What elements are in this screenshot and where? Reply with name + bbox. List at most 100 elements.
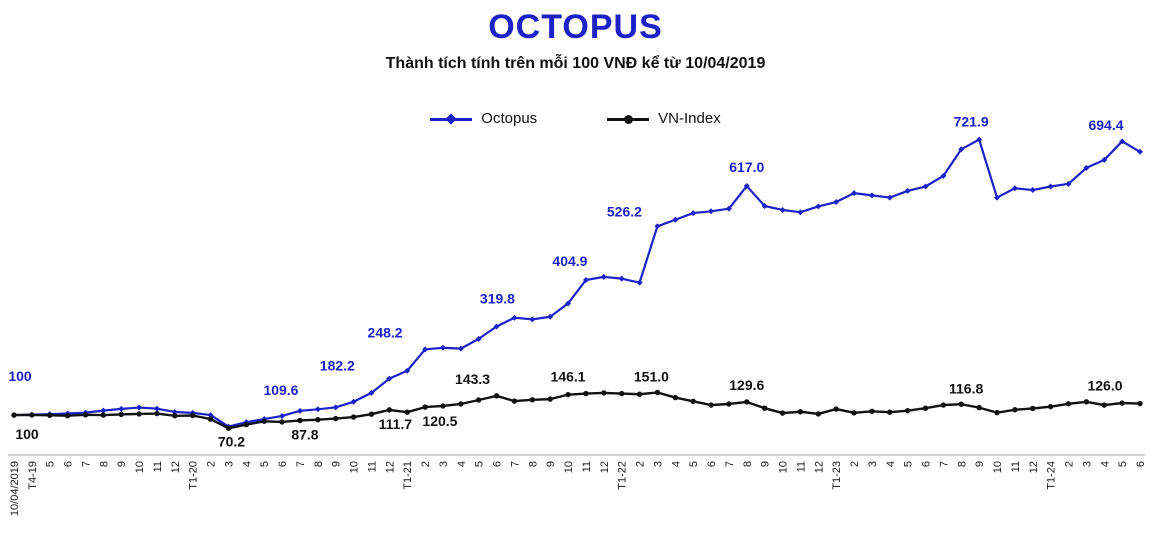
octopus-point-marker [100, 407, 107, 414]
x-tick-label: 9 [760, 461, 772, 467]
x-tick-label: 3 [867, 461, 879, 467]
x-tick-label: 6 [277, 461, 289, 467]
x-tick-label: 9 [974, 461, 986, 467]
vnindex-point-marker [833, 406, 839, 412]
octopus-point-marker [1029, 187, 1036, 194]
vnindex-point-marker [726, 401, 732, 407]
vnindex-point-marker [422, 404, 428, 410]
x-tick-label: 11 [795, 461, 807, 472]
vnindex-point-marker [744, 399, 750, 405]
data-label-octopus-319.8: 319.8 [480, 291, 515, 307]
data-label-vn-index-129.6: 129.6 [729, 377, 764, 393]
octopus-point-marker [1047, 183, 1054, 190]
x-tick-label: 10 [563, 461, 575, 473]
vnindex-point-marker [851, 410, 857, 416]
x-tick-label: 5 [903, 461, 915, 467]
data-label-octopus-100: 100 [8, 368, 32, 384]
octopus-point-marker [886, 194, 893, 201]
x-tick-label: 11 [581, 461, 593, 472]
vnindex-point-marker [565, 391, 571, 398]
vnindex-point-marker [154, 410, 160, 417]
data-label-vn-index-120.5: 120.5 [422, 413, 457, 429]
octopus-point-marker [976, 136, 983, 143]
x-tick-label: 6 [63, 461, 75, 467]
x-tick-label: 8 [956, 461, 968, 467]
vnindex-point-marker [118, 411, 124, 418]
x-tick-label: 7 [509, 461, 521, 467]
octopus-point-marker [296, 407, 303, 414]
octopus-point-marker [493, 323, 500, 330]
x-tick-label: 7 [295, 461, 307, 467]
vnindex-point-marker [1101, 402, 1107, 408]
x-tick-label: T1-24 [1046, 461, 1058, 490]
vnindex-point-marker [333, 415, 339, 422]
octopus-point-marker [565, 300, 572, 307]
performance-line-chart: 10/04/2019 T4-19 5 6 7 8 9 10 11 12 T1-20 2 3 4 5 6 7 8 9 1… [8, 114, 1147, 516]
x-tick-label: 12 [170, 461, 182, 473]
octopus-point-marker [350, 398, 357, 405]
x-tick-label: 5 [259, 461, 271, 467]
vnindex-point-marker [690, 398, 696, 405]
vnindex-point-marker [958, 401, 964, 407]
data-label-vn-index-70.2: 70.2 [218, 433, 245, 449]
vnindex-point-marker [976, 404, 982, 411]
octopus-point-marker [457, 345, 464, 352]
vnindex-point-marker [547, 396, 553, 402]
x-tick-label: T1-20 [188, 461, 200, 490]
octopus-point-marker [725, 205, 732, 212]
x-tick-label: 11 [1010, 461, 1022, 472]
x-tick-label: 10 [134, 461, 146, 473]
data-label-octopus-404.9: 404.9 [552, 253, 587, 269]
x-tick-label: 4 [241, 461, 253, 467]
vnindex-point-marker [940, 402, 947, 408]
vnindex-point-marker [779, 410, 786, 416]
vnindex-point-marker [207, 416, 214, 422]
vnindex-point-marker [618, 390, 625, 397]
octopus-point-marker [958, 146, 965, 153]
vnindex-point-marker [511, 398, 518, 404]
vnindex-point-marker [601, 390, 607, 396]
x-tick-label: 5 [1117, 461, 1129, 467]
vnindex-point-marker [386, 407, 393, 413]
data-label-vn-index-100: 100 [15, 426, 39, 442]
data-label-octopus-182.2: 182.2 [320, 358, 355, 374]
octopus-point-marker [1065, 180, 1072, 187]
vnindex-point-marker [1030, 405, 1036, 412]
octopus-point-marker [636, 279, 643, 286]
x-tick-label: 6 [921, 461, 933, 467]
x-tick-label: 12 [384, 461, 396, 473]
data-label-vn-index-151.0: 151.0 [634, 368, 669, 384]
vnindex-point-marker [672, 394, 679, 401]
x-tick-label: 5 [474, 461, 486, 467]
vnindex-point-marker [922, 405, 929, 411]
x-tick-label: 5 [688, 461, 700, 467]
octopus-point-marker [779, 206, 786, 213]
x-tick-label: 8 [742, 461, 754, 467]
vnindex-point-marker [475, 397, 482, 403]
vnindex-point-marker [100, 412, 107, 418]
x-tick-label: 11 [366, 461, 378, 472]
data-label-vn-index-126.0: 126.0 [1087, 378, 1122, 394]
vnindex-point-marker [458, 401, 464, 407]
data-label-octopus-617.0: 617.0 [729, 159, 764, 175]
octopus-point-marker [851, 190, 858, 197]
octopus-point-marker [868, 192, 875, 199]
octopus-point-marker [475, 335, 482, 342]
octopus-point-marker [833, 199, 840, 206]
vnindex-point-marker [1012, 407, 1018, 413]
vnindex-point-marker [11, 412, 17, 418]
x-tick-label: 4 [885, 461, 897, 467]
octopus-point-marker [922, 183, 929, 190]
vnindex-point-marker [1047, 403, 1054, 410]
octopus-point-marker [279, 412, 286, 419]
octopus-point-marker [940, 172, 947, 179]
x-tick-label: T1-23 [831, 461, 843, 490]
vnindex-point-marker [994, 409, 1000, 416]
vnindex-point-marker [297, 417, 303, 424]
data-label-vn-index-111.7: 111.7 [379, 416, 413, 432]
octopus-point-marker [690, 210, 697, 217]
x-tick-label: 12 [813, 461, 825, 473]
vnindex-point-marker [47, 412, 53, 418]
x-tick-label: 8 [313, 461, 325, 467]
chart-subtitle: Thành tích tính trên mỗi 100 VNĐ kể từ 1… [385, 55, 766, 72]
